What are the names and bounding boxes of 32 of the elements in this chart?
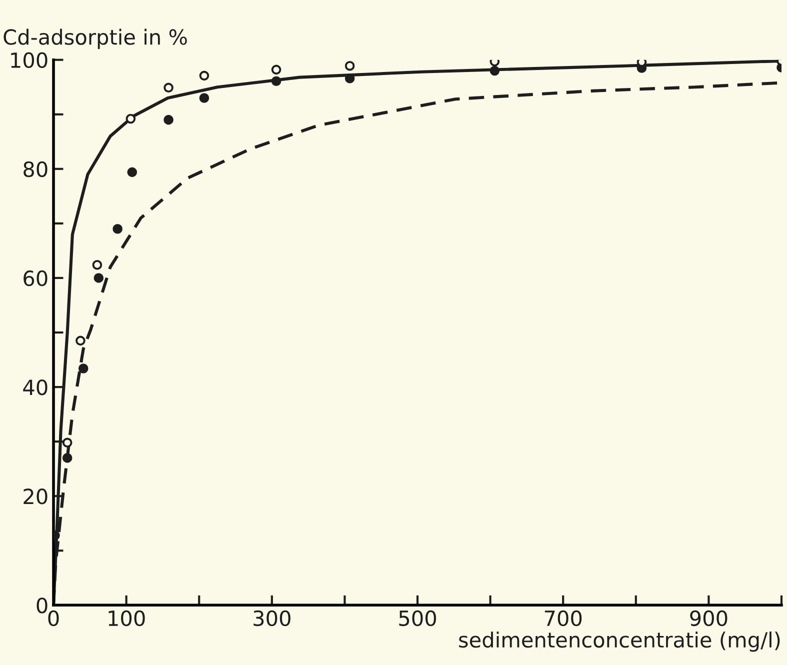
y-axis-title: Cd-adsorptie in % <box>4 28 187 49</box>
point <box>78 364 88 374</box>
y-tick-label: 0 <box>36 598 48 614</box>
point <box>164 82 174 93</box>
x-tick-label: 0 <box>48 610 59 626</box>
point <box>271 64 282 75</box>
point <box>76 336 86 346</box>
x-tick-label: 300 <box>254 610 290 626</box>
y-tick-label: 60 <box>24 270 48 286</box>
point <box>62 453 72 463</box>
point <box>164 114 174 125</box>
y-tick-label: 100 <box>11 52 48 68</box>
point <box>344 60 355 71</box>
x-tick-label: 700 <box>544 610 582 626</box>
x-axis-title: sedimentenconcentratie (mg/l) <box>459 632 780 652</box>
point <box>92 260 102 270</box>
point <box>62 438 72 448</box>
point <box>490 66 500 76</box>
point <box>126 114 136 124</box>
x-tick-label: 100 <box>108 610 145 626</box>
x-tick-label: 900 <box>690 610 728 626</box>
point <box>271 76 282 86</box>
point <box>199 93 210 103</box>
point <box>199 70 210 81</box>
point <box>344 73 355 84</box>
y-tick-label: 40 <box>23 379 48 396</box>
point <box>112 224 122 234</box>
y-tick-label: 80 <box>24 161 48 178</box>
point <box>127 167 138 178</box>
y-tick-label: 20 <box>24 488 48 504</box>
point <box>94 273 104 283</box>
x-tick-label: 500 <box>399 610 436 626</box>
